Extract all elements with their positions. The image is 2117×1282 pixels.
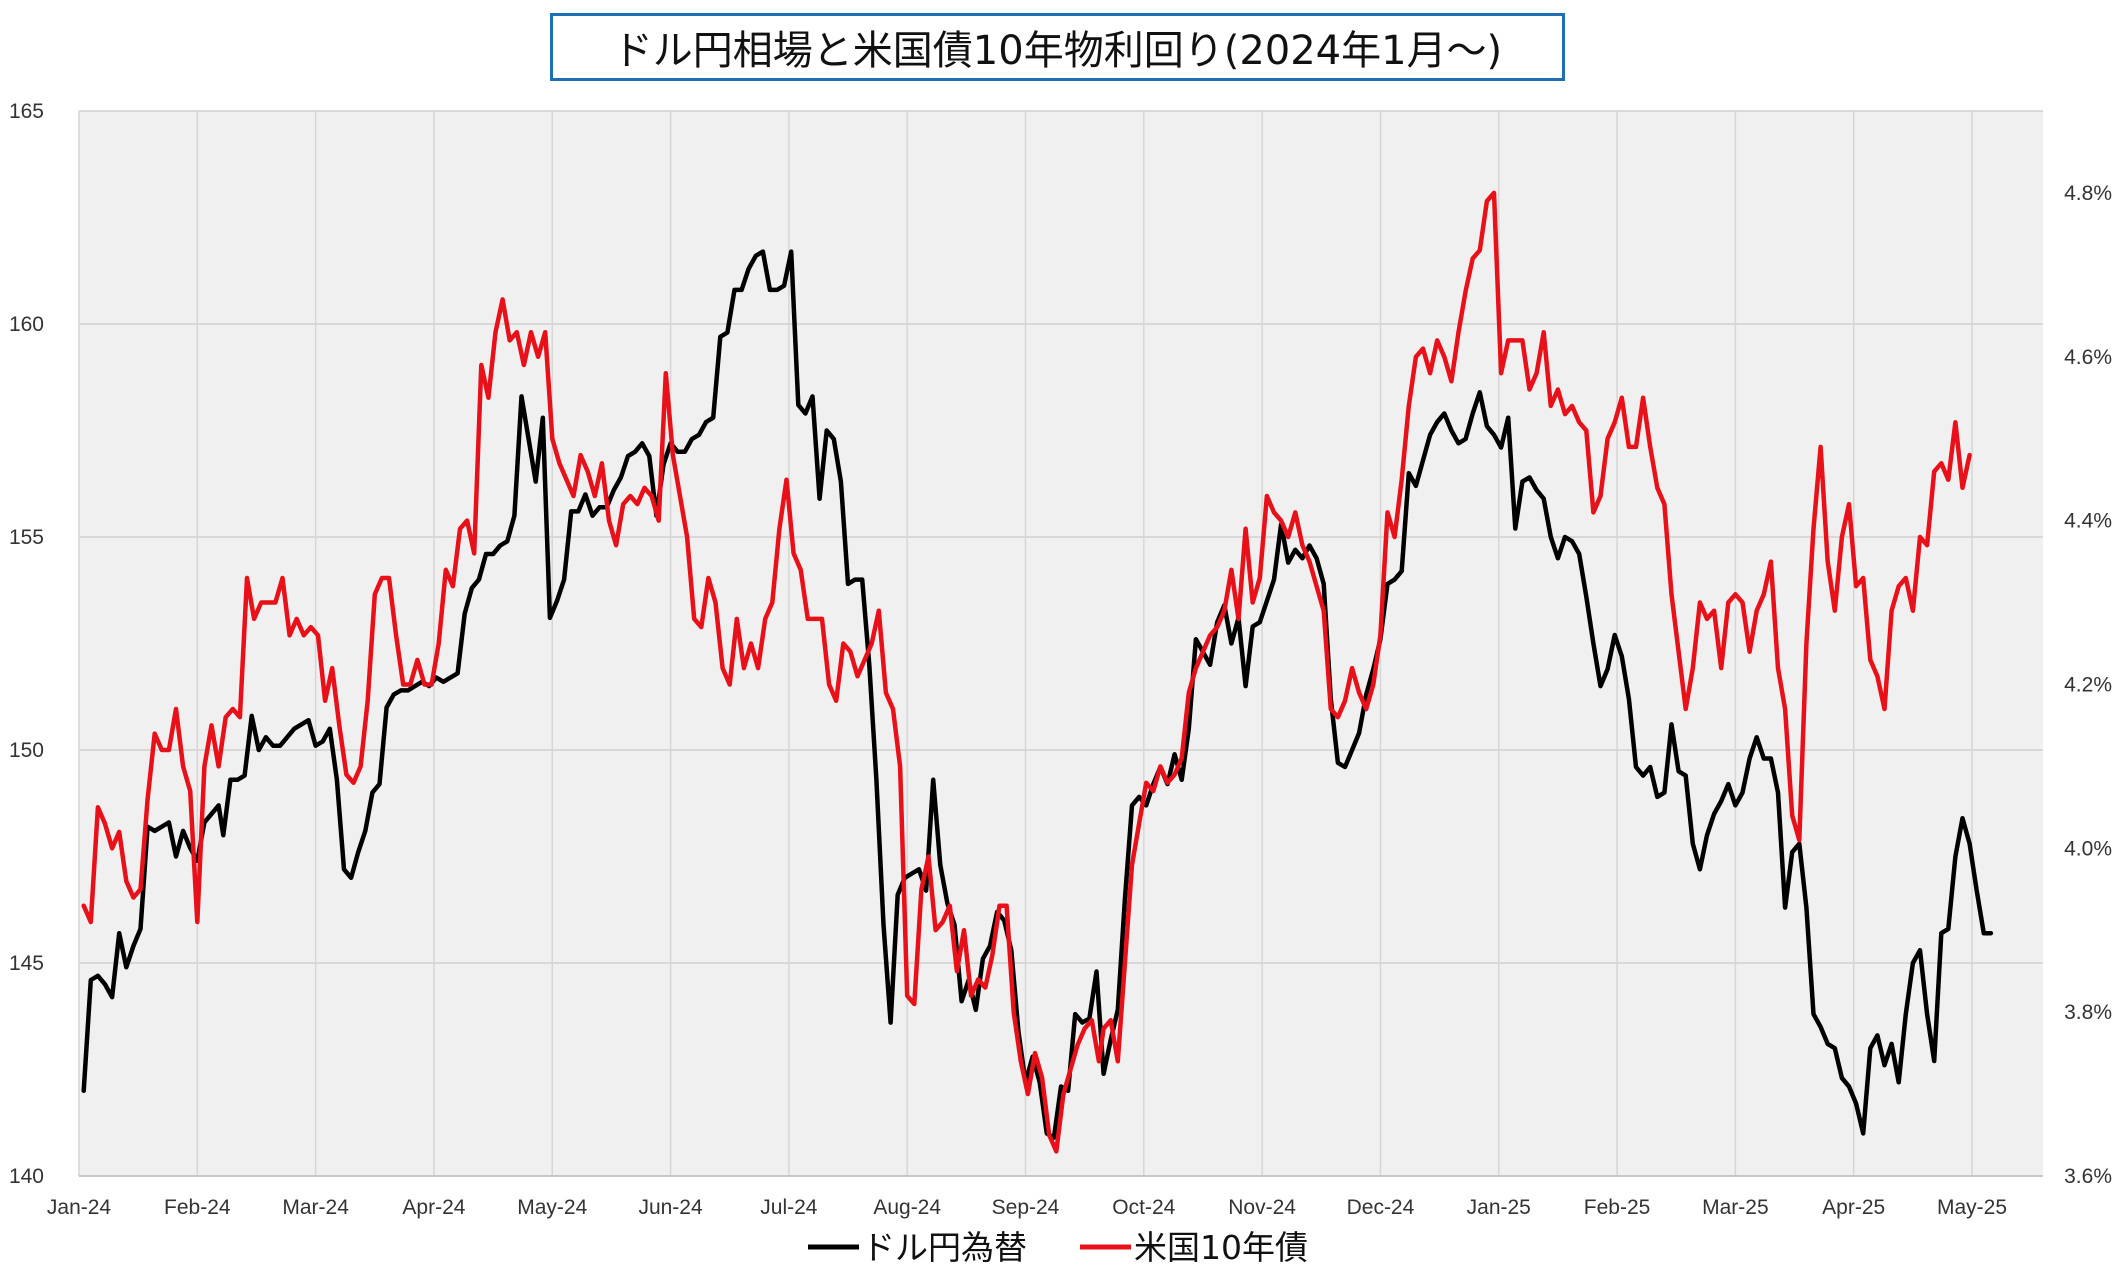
y-left-tick-label: 145	[9, 952, 44, 975]
x-tick-label: May-24	[517, 1196, 587, 1219]
y-left-tick-label: 150	[9, 739, 44, 762]
x-tick-label: Jan-25	[1467, 1196, 1531, 1219]
x-tick-label: Aug-24	[873, 1196, 941, 1219]
x-tick-label: Mar-24	[282, 1196, 349, 1219]
left-axis-ticks: 140 145 150 155 160 165	[9, 100, 44, 1188]
y-right-tick-label: 3.6%	[2064, 1165, 2112, 1188]
y-left-tick-label: 140	[9, 1165, 44, 1188]
y-right-tick-label: 4.8%	[2064, 182, 2112, 205]
x-tick-label: Feb-25	[1584, 1196, 1651, 1219]
plot-area	[79, 111, 2043, 1176]
x-tick-label: Oct-24	[1112, 1196, 1175, 1219]
y-left-tick-label: 160	[9, 313, 44, 336]
x-tick-label: Jul-24	[760, 1196, 818, 1219]
y-left-tick-label: 165	[9, 100, 44, 123]
x-tick-label: Apr-24	[402, 1196, 465, 1219]
y-right-tick-label: 4.4%	[2064, 510, 2112, 533]
x-tick-label: Sep-24	[992, 1196, 1060, 1219]
gridlines	[78, 110, 2043, 1177]
legend: ドル円為替 米国10年債	[808, 1228, 1308, 1267]
y-left-tick-label: 155	[9, 526, 44, 549]
x-tick-label: May-25	[1937, 1196, 2007, 1219]
x-tick-label: Dec-24	[1347, 1196, 1415, 1219]
x-tick-label: Nov-24	[1228, 1196, 1296, 1219]
y-right-tick-label: 4.2%	[2064, 673, 2112, 696]
chart-title: ドル円相場と米国債10年物利回り(2024年1月～)	[550, 13, 1565, 81]
y-right-tick-label: 4.0%	[2064, 837, 2112, 860]
series-lines	[81, 190, 1994, 1154]
x-tick-label: Feb-24	[164, 1196, 231, 1219]
x-axis-ticks: Jan-24 Feb-24 Mar-24 Apr-24 May-24 Jun-24 Jul-…	[47, 1196, 2007, 1219]
series-line-usdjpy	[81, 249, 1994, 1140]
x-tick-label: Jan-24	[47, 1196, 112, 1219]
x-tick-label: Mar-25	[1702, 1196, 1769, 1219]
legend-label-usdjpy: ドル円為替	[862, 1228, 1027, 1267]
legend-label-ust10y: 米国10年債	[1134, 1228, 1308, 1267]
right-axis-ticks: 3.6% 3.8% 4.0% 4.2% 4.4% 4.6% 4.8%	[2064, 182, 2112, 1188]
y-right-tick-label: 3.8%	[2064, 1001, 2112, 1024]
x-tick-label: Jun-24	[638, 1196, 703, 1219]
y-right-tick-label: 4.6%	[2064, 346, 2112, 369]
x-tick-label: Apr-25	[1822, 1196, 1885, 1219]
series-line-ust10y	[81, 190, 1972, 1154]
